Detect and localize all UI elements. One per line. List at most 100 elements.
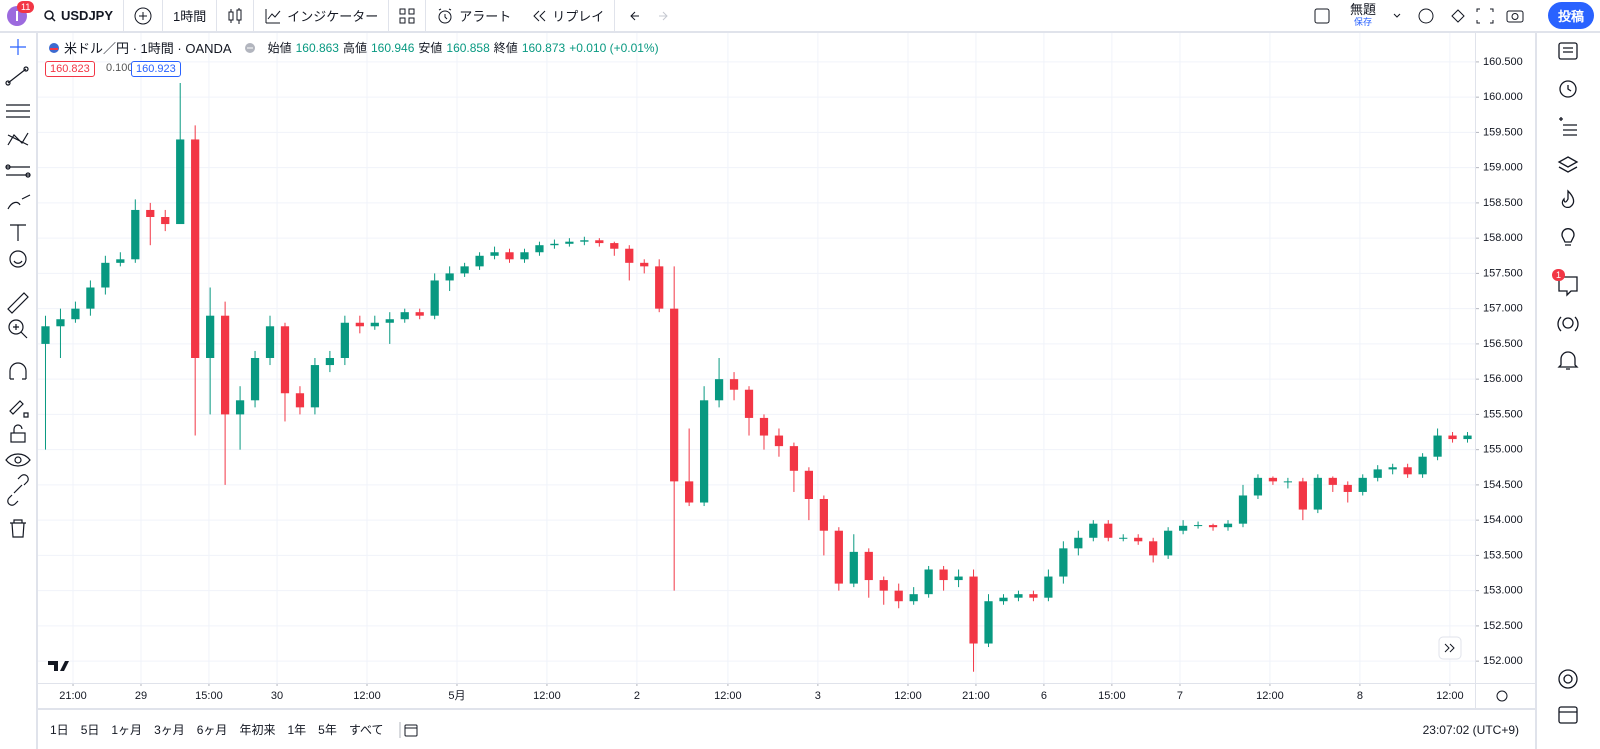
layout-name[interactable]: 無題 保存 [1340, 0, 1386, 31]
candle-body [939, 569, 948, 581]
range-buttons: 1日 5日 1ヶ月 3ヶ月 6ヶ月 年初来 1年 5年 すべて [38, 721, 390, 738]
layouts[interactable] [389, 0, 427, 31]
status-dot [244, 42, 255, 53]
x-tick-label: 30 [271, 690, 283, 702]
range-button[interactable]: 年初来 [239, 723, 276, 737]
candle-body [670, 308, 679, 482]
flag-icon [49, 42, 59, 53]
candle-body [1283, 481, 1293, 483]
candle-body [206, 315, 215, 358]
range-button[interactable]: 6ヶ月 [196, 723, 228, 737]
candle-body [535, 245, 544, 253]
x-tick-label: 15:00 [1098, 690, 1126, 702]
x-tick-label: 12:00 [714, 690, 742, 702]
x-tick-label: 8 [1357, 690, 1363, 702]
publish-button[interactable]: 投稿 [1547, 2, 1594, 29]
indicators[interactable]: インジケーター [254, 0, 390, 31]
y-tick-label: 157.000 [1483, 303, 1523, 315]
bid-box[interactable]: 160.823 [45, 61, 95, 77]
candle-body [340, 322, 349, 358]
candle-body [310, 365, 320, 408]
candle-body [1089, 523, 1098, 538]
low-label: 安値 [418, 41, 443, 55]
candle-body [954, 576, 963, 581]
y-tick-label: 155.500 [1483, 408, 1523, 420]
indicator-icon [265, 8, 281, 23]
candle-body [475, 255, 484, 267]
y-tick-label: 153.500 [1483, 549, 1523, 561]
replay[interactable]: リプレイ [521, 0, 616, 31]
right-toolbar: 1 [1537, 33, 1600, 749]
chart-style[interactable] [217, 0, 255, 31]
candle-body [1164, 530, 1173, 556]
y-tick-label: 158.500 [1483, 197, 1523, 209]
candle-body [280, 326, 290, 394]
open-label: 始値 [267, 41, 292, 55]
candle-body [1463, 435, 1472, 440]
candle-body [265, 326, 275, 358]
goto-date-icon[interactable] [390, 720, 420, 740]
plus-icon [134, 7, 152, 24]
candle-body [999, 597, 1008, 602]
range-button[interactable]: 3ヶ月 [154, 723, 185, 737]
candle-body [1119, 537, 1128, 539]
layout-toggle[interactable] [1304, 0, 1340, 31]
candle-body [1208, 525, 1218, 528]
candle-body [101, 262, 110, 288]
range-button[interactable]: 1ヶ月 [111, 723, 143, 737]
y-tick-label: 152.500 [1483, 620, 1523, 632]
candle-body [220, 315, 230, 415]
candle-body [1059, 548, 1068, 577]
candle-body [1403, 467, 1412, 475]
undo-redo[interactable] [615, 0, 685, 31]
candle-body [580, 240, 589, 242]
range-button[interactable]: 1日 [50, 723, 69, 737]
range-button[interactable]: 1年 [287, 723, 307, 737]
x-tick-label: 3 [815, 690, 821, 702]
candle-body [505, 252, 514, 260]
candle-body [490, 252, 499, 256]
y-tick-label: 159.000 [1483, 162, 1523, 174]
add-symbol[interactable] [124, 0, 164, 31]
drawing-toolbar [0, 33, 36, 749]
candle-body [984, 601, 993, 644]
close-value: 160.873 [521, 40, 566, 55]
candle-body [325, 358, 335, 366]
candle-body [1298, 481, 1307, 510]
candle-body [1448, 435, 1457, 440]
x-tick-label: 7 [1177, 690, 1183, 702]
candle-body [789, 446, 799, 471]
candle-body [550, 243, 559, 246]
open-value: 160.863 [295, 40, 339, 55]
alert[interactable]: アラート [426, 0, 521, 31]
candle-body [774, 435, 784, 447]
candle-body [1014, 594, 1023, 598]
notification-badge: 1 [1552, 269, 1566, 281]
alarm-icon [438, 8, 452, 23]
y-tick-label: 159.500 [1483, 126, 1523, 138]
y-tick-label: 153.000 [1483, 585, 1523, 597]
range-button[interactable]: すべて [348, 723, 384, 737]
y-tick-label: 160.000 [1483, 91, 1523, 103]
save-status: 保存 [1353, 16, 1372, 27]
y-tick-label: 156.000 [1483, 373, 1523, 385]
candle-body [235, 400, 245, 415]
interval[interactable]: 1時間 [163, 0, 218, 31]
candle-body [86, 287, 95, 309]
candle-body [834, 530, 843, 584]
user-avatar[interactable]: 11 [0, 0, 35, 31]
candle-icon [228, 7, 242, 24]
symbol-search[interactable]: USDJPY [32, 0, 125, 31]
range-button[interactable]: 5年 [318, 723, 337, 737]
x-tick-label: 12:00 [353, 690, 381, 702]
candle-body [610, 243, 619, 249]
candle-body [250, 358, 260, 401]
high-value: 160.946 [371, 40, 415, 55]
candle-body [520, 252, 529, 260]
candle-body [41, 326, 50, 344]
chart-legend: 米ドル／円 · 1時間 · OANDA 始値 160.863 高値 160.946 … [48, 38, 659, 57]
ask-box[interactable]: 160.923 [131, 61, 181, 77]
y-tick-label: 154.500 [1483, 479, 1523, 491]
range-button[interactable]: 5日 [80, 723, 100, 737]
